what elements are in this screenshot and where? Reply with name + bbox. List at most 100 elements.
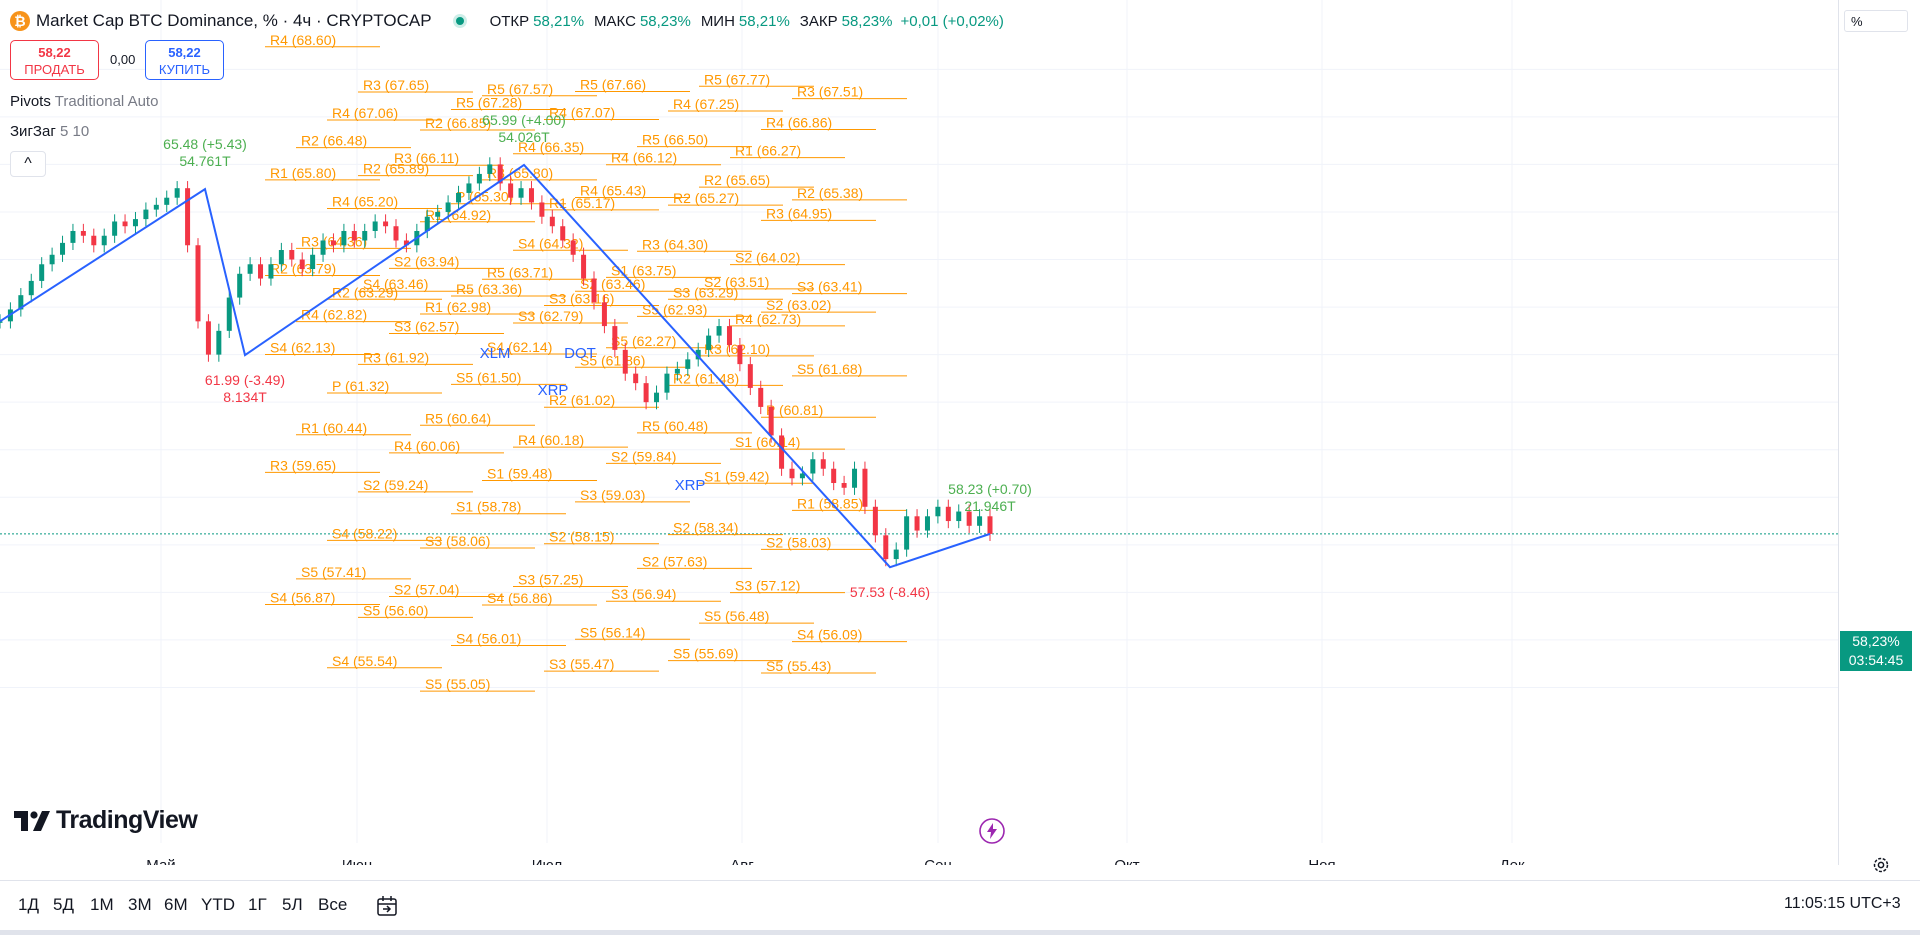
close-value: 58,23% xyxy=(841,12,893,30)
candle-body xyxy=(706,335,712,350)
pivot-label: S3 (63.41) xyxy=(797,279,862,295)
pivot-label: R4 (67.25) xyxy=(673,96,739,112)
pivot-label: S3 (63.29) xyxy=(673,284,738,300)
range-1m-button[interactable]: 1М xyxy=(90,895,114,914)
footer-strip xyxy=(0,930,1920,935)
pivot-label: R3 (66.11) xyxy=(394,150,459,166)
pivot-label: R1 (66.27) xyxy=(735,143,801,159)
candle-body xyxy=(831,468,837,484)
candle-body xyxy=(70,230,76,243)
pivot-label: R1 (65.17) xyxy=(549,195,615,211)
candle-body xyxy=(289,250,295,260)
candle-body xyxy=(810,459,816,474)
pivot-label: S1 (59.48) xyxy=(487,465,552,481)
price-axis[interactable] xyxy=(1838,0,1920,865)
candle-body xyxy=(424,216,430,231)
candle-body xyxy=(956,511,962,522)
collapse-legend-button[interactable]: ^ xyxy=(10,151,46,177)
symbol-title[interactable]: Market Cap BTC Dominance, % · 4ч · CRYPT… xyxy=(36,11,432,30)
sell-button[interactable]: 58,22 ПРОДАТЬ xyxy=(10,40,99,80)
pivot-label: R2 (65.89) xyxy=(363,161,429,177)
price-chart[interactable]: R4 (68.60) R5 (67.57) R5 (67.77) R3 (67.65)… xyxy=(0,0,1920,865)
candle-body xyxy=(403,240,409,246)
market-status-icon[interactable] xyxy=(455,17,464,25)
candle-body xyxy=(445,202,451,212)
tradingview-logo[interactable]: TradingView xyxy=(14,806,198,835)
pivot-label: R4 (60.06) xyxy=(394,438,460,454)
candle-body xyxy=(549,216,555,227)
zigzag-label: 58.23 (+0.70) xyxy=(948,481,1032,497)
candle-body xyxy=(570,240,576,255)
pivot-label: S3 (55.47) xyxy=(549,656,614,672)
range-all-button[interactable]: Все xyxy=(318,895,348,914)
range-ytd-button[interactable]: YTD xyxy=(201,895,235,914)
pivot-label: S3 (57.12) xyxy=(735,578,800,594)
scale-mode-field[interactable]: % xyxy=(1844,10,1908,32)
pivot-label: S5 (62.27) xyxy=(611,333,676,349)
candle-body xyxy=(820,459,826,469)
sell-label: ПРОДАТЬ xyxy=(24,62,85,77)
candle-body xyxy=(674,368,680,374)
range-3m-button[interactable]: 3М xyxy=(128,895,152,914)
range-1d-button[interactable]: 1Д xyxy=(18,895,39,914)
pivot-label: S3 (63.16) xyxy=(549,290,614,306)
pivot-label: R1 (64.92) xyxy=(425,207,491,223)
candle-body xyxy=(91,235,97,246)
ohlc-legend: ОТКР 58,21% МАКС 58,23% МИН 58,21% ЗАКР 58,2… xyxy=(484,13,1004,30)
zigzag-line xyxy=(0,163,991,569)
candle-body xyxy=(883,535,889,560)
lightning-alert-icon[interactable] xyxy=(978,817,1006,845)
pivot-label: S5 (55.43) xyxy=(766,658,831,674)
range-1y-button[interactable]: 1Г xyxy=(248,895,267,914)
candle-body xyxy=(487,164,493,174)
indicator-pivots[interactable]: Pivots Traditional Auto xyxy=(10,93,158,110)
zigzag-volume: 54.761T xyxy=(179,153,231,169)
candle-body xyxy=(372,221,378,231)
high-value: 58,23% xyxy=(639,12,691,30)
candle-body xyxy=(49,254,55,265)
candle-body xyxy=(299,259,305,270)
zigzag-label: 65.48 (+5.43) xyxy=(163,136,247,152)
settings-gear-icon[interactable] xyxy=(1871,855,1891,875)
bitcoin-icon: ₿ xyxy=(10,11,30,31)
candle-body xyxy=(164,197,170,205)
indicator-zigzag[interactable]: ЗигЗаг 5 10 xyxy=(10,123,89,140)
range-6m-button[interactable]: 6М xyxy=(164,895,188,914)
pivot-label: R2 (66.48) xyxy=(301,133,367,149)
buy-button[interactable]: 58,22 КУПИТЬ xyxy=(145,40,224,80)
pivot-label: S2 (59.84) xyxy=(611,448,676,464)
x-tick-label: Авг xyxy=(730,857,754,865)
pivot-label: S5 (57.41) xyxy=(301,564,366,580)
pivot-label: S1 (59.42) xyxy=(704,468,769,484)
candle-body xyxy=(362,230,368,241)
pivot-label: R5 (63.71) xyxy=(487,264,553,280)
candle-body xyxy=(779,435,785,469)
pivot-label: R1 (62.98) xyxy=(425,299,491,315)
candle-body xyxy=(195,245,201,322)
pivot-label: R3 (64.30) xyxy=(642,236,708,252)
pivot-label: S1 (60.14) xyxy=(735,434,800,450)
last-price-badge: 58,23% 03:54:45 xyxy=(1840,631,1912,671)
pivot-label: R3 (67.65) xyxy=(363,77,429,93)
chevron-up-icon: ^ xyxy=(24,155,32,172)
pivot-label: S5 (56.14) xyxy=(580,624,645,640)
indicator-params: Traditional Auto xyxy=(54,93,159,110)
candle-body xyxy=(539,202,545,217)
candle-body xyxy=(122,221,128,227)
chart-header: ₿ Market Cap BTC Dominance, % · 4ч · CRY… xyxy=(10,8,1004,34)
pivot-label: R4 (60.18) xyxy=(518,432,584,448)
utc-clock[interactable]: 11:05:15 UTC+3 xyxy=(1784,895,1901,912)
date-range-calendar-icon[interactable] xyxy=(375,895,399,917)
open-value: 58,21% xyxy=(533,12,585,30)
candle-body xyxy=(18,295,24,310)
candle-body xyxy=(39,264,45,281)
low-label: МИН xyxy=(700,12,735,30)
symbol-marker: XRP xyxy=(675,477,706,494)
candle-body xyxy=(153,204,159,210)
range-5d-button[interactable]: 5Д xyxy=(53,895,74,914)
pivot-label: S5 (56.60) xyxy=(363,602,428,618)
candle-body xyxy=(497,164,503,184)
pivot-label: S2 (58.03) xyxy=(766,534,831,550)
pivot-label: S4 (56.86) xyxy=(487,590,552,606)
range-5y-button[interactable]: 5Л xyxy=(282,895,303,914)
